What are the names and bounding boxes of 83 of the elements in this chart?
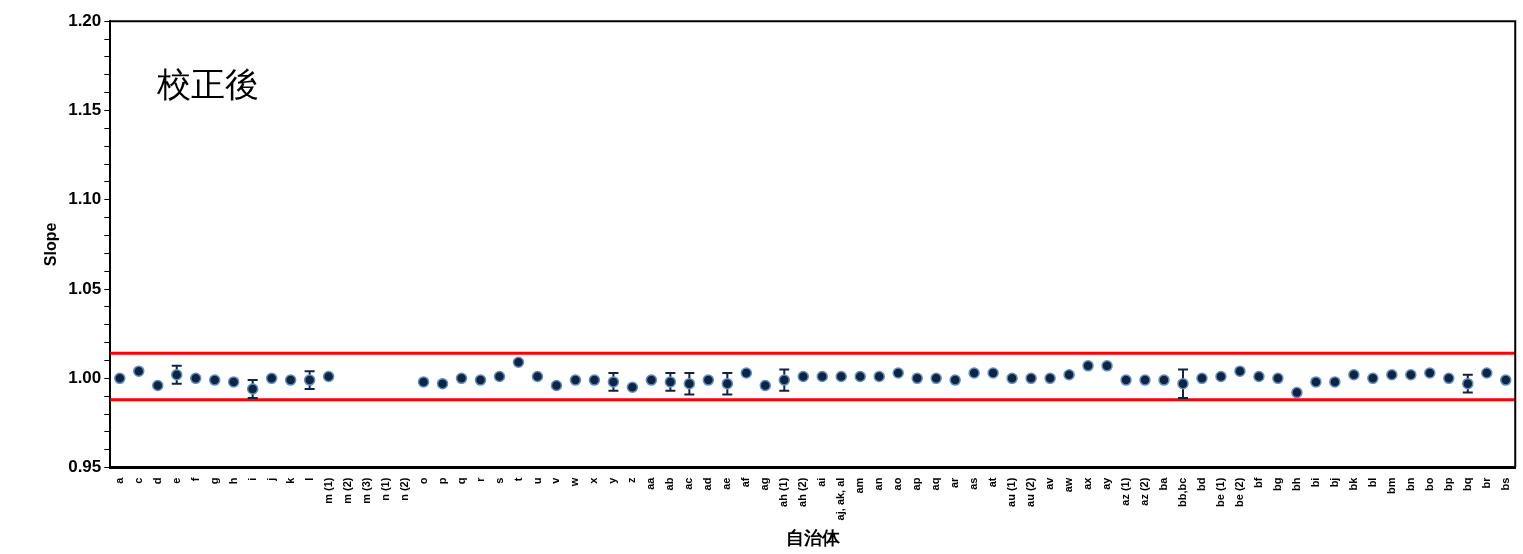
x-tick-label: q — [454, 477, 467, 485]
x-tick-label: as — [967, 477, 980, 490]
x-tick-label: af — [739, 477, 752, 488]
x-tick-label: g — [207, 477, 220, 485]
x-tick-label: r — [473, 476, 486, 482]
y-tick-label: 1.00 — [68, 368, 102, 387]
annotation: 校正後 — [156, 64, 260, 103]
x-tick-label: ah (2) — [796, 477, 809, 507]
x-tick-label: t — [511, 477, 524, 482]
x-tick-label: o — [416, 477, 429, 485]
x-tick-label: i — [245, 477, 258, 481]
x-tick-label: v — [549, 476, 562, 484]
y-tick-label: 1.10 — [68, 189, 102, 209]
x-tick-label: m (1) — [321, 477, 334, 504]
x-tick-label: ac — [682, 477, 695, 490]
x-tick-label: aa — [644, 476, 657, 490]
y-tick-label: 1.20 — [68, 10, 102, 30]
x-tick-label: bh — [1289, 477, 1302, 492]
x-tick-label: ao — [891, 477, 904, 491]
x-tick-label: w — [568, 477, 581, 488]
x-tick-label: j — [264, 477, 277, 482]
x-tick-label: h — [226, 477, 239, 485]
x-tick-label: bn — [1403, 477, 1416, 492]
x-tick-label: f — [188, 477, 201, 482]
x-tick-label: bs — [1498, 477, 1511, 491]
x-tick-label: bd — [1195, 477, 1208, 492]
x-tick-label: aq — [929, 477, 942, 491]
x-tick-label: d — [150, 477, 163, 485]
x-tick-label: au (1) — [1005, 477, 1018, 507]
x-tick-label: z — [625, 477, 638, 484]
x-tick-label: ax — [1081, 476, 1094, 490]
x-tick-label: ar — [948, 476, 961, 488]
x-tick-label: e — [169, 477, 182, 484]
x-tick-label: k — [283, 476, 296, 484]
x-tick-label: bq — [1460, 477, 1473, 492]
x-tick-label: bk — [1346, 476, 1359, 491]
x-tick-label: bm — [1384, 477, 1397, 495]
x-tick-label: br — [1479, 476, 1492, 489]
x-tick-label: ab — [663, 477, 676, 491]
x-tick-label: ay — [1100, 476, 1113, 490]
x-tick-label: aw — [1062, 477, 1075, 493]
x-tick-label: n (2) — [397, 477, 410, 501]
x-tick-label: au (2) — [1024, 477, 1037, 507]
x-tick-label: p — [435, 477, 448, 485]
x-tick-label: bp — [1441, 477, 1454, 492]
x-tick-label: a — [112, 476, 125, 484]
x-tick-label: ap — [910, 477, 923, 491]
x-tick-label: bb,bc — [1176, 477, 1189, 507]
x-tick-label: ad — [701, 477, 714, 491]
x-axis-title: 自治体 — [785, 528, 841, 549]
x-tick-label: bo — [1422, 477, 1435, 492]
x-tick-label: x — [587, 476, 600, 484]
x-tick-label: m (2) — [340, 477, 353, 504]
x-tick-label: ag — [758, 477, 771, 491]
x-tick-label: aj, ak, al — [834, 477, 847, 521]
x-tick-label: ai — [815, 477, 828, 487]
x-tick-label: az (2) — [1138, 477, 1151, 506]
x-tick-label: m (3) — [359, 477, 372, 504]
x-tick-label: bf — [1251, 477, 1264, 488]
x-tick-label: bg — [1270, 477, 1283, 492]
y-tick-label: 1.05 — [68, 278, 102, 298]
y-tick-label: 1.15 — [68, 100, 102, 120]
x-tick-label: an — [872, 477, 885, 491]
x-tick-label: y — [606, 476, 619, 484]
x-tick-label: ba — [1157, 476, 1170, 491]
y-axis-title: Slope — [42, 222, 60, 267]
x-tick-label: c — [131, 477, 144, 484]
x-tick-label: s — [492, 477, 505, 484]
x-tick-label: l — [302, 477, 315, 481]
x-tick-label: at — [986, 477, 999, 488]
x-tick-label: ah (1) — [777, 477, 790, 507]
x-tick-label: be (1) — [1214, 477, 1226, 507]
x-tick-label: bi — [1308, 477, 1321, 488]
x-tick-label: am — [853, 477, 866, 494]
x-tick-label: bj — [1327, 477, 1340, 488]
x-tick-label: n (1) — [378, 477, 391, 501]
y-tick-label: 0.95 — [68, 457, 102, 477]
x-tick-label: av — [1043, 476, 1056, 490]
x-tick-label: az (1) — [1119, 477, 1132, 506]
x-tick-label: be (2) — [1232, 477, 1245, 507]
x-tick-label: ae — [720, 477, 733, 490]
x-tick-label: u — [530, 477, 543, 485]
x-tick-label: bl — [1365, 477, 1378, 488]
